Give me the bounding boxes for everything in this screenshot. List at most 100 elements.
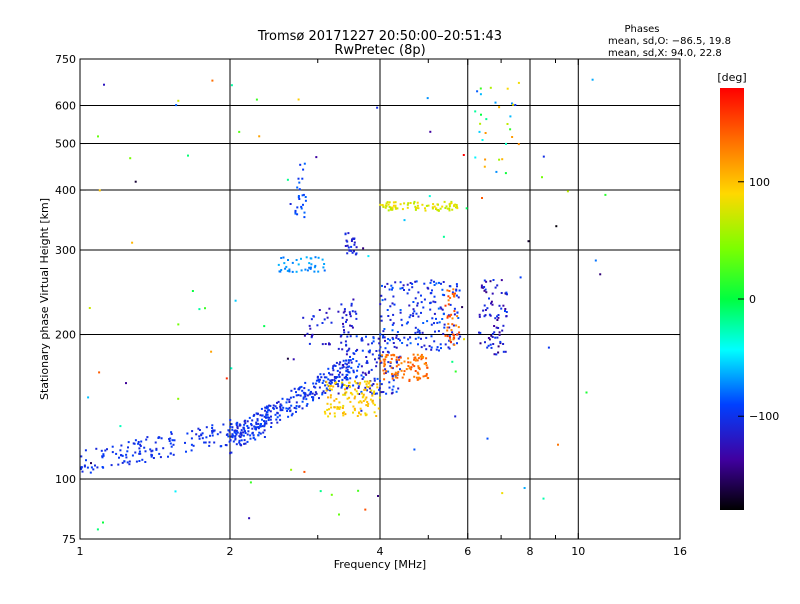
data-point xyxy=(377,337,380,340)
data-point xyxy=(295,405,298,407)
data-point xyxy=(340,334,343,337)
data-point xyxy=(274,413,277,416)
data-point xyxy=(345,378,348,381)
data-point xyxy=(384,372,387,374)
data-point xyxy=(330,493,333,496)
data-point xyxy=(476,90,479,93)
data-point xyxy=(365,383,368,386)
data-point xyxy=(433,312,436,315)
data-point xyxy=(459,335,462,338)
data-point xyxy=(449,336,451,339)
data-point xyxy=(483,279,486,282)
data-point xyxy=(438,349,440,352)
data-point xyxy=(267,419,270,421)
data-point xyxy=(446,329,449,332)
data-point xyxy=(395,390,398,393)
data-point xyxy=(383,378,386,381)
data-point xyxy=(293,406,296,409)
data-point xyxy=(342,364,345,366)
data-point xyxy=(274,405,277,408)
data-point xyxy=(229,419,232,421)
data-point xyxy=(450,200,453,203)
data-point xyxy=(104,449,107,452)
data-point xyxy=(333,364,336,367)
data-point xyxy=(392,342,395,344)
data-point xyxy=(484,158,487,161)
data-point xyxy=(314,391,317,394)
x-tick-label: 16 xyxy=(673,545,687,558)
data-point xyxy=(290,414,293,417)
data-point xyxy=(375,415,378,417)
data-point xyxy=(456,205,458,208)
data-point xyxy=(257,434,260,437)
data-point xyxy=(324,343,327,345)
data-point xyxy=(488,338,491,341)
data-point xyxy=(369,398,372,401)
data-point xyxy=(432,203,435,206)
data-point xyxy=(110,464,113,467)
data-point xyxy=(297,388,300,391)
data-point xyxy=(171,439,174,442)
data-point xyxy=(396,207,399,210)
data-point xyxy=(236,421,239,424)
data-point xyxy=(375,365,378,368)
data-point xyxy=(243,430,246,433)
data-point xyxy=(329,403,332,406)
data-point xyxy=(358,383,361,386)
data-point xyxy=(144,461,147,463)
data-point xyxy=(344,391,347,394)
data-point xyxy=(294,209,297,212)
data-point xyxy=(406,203,409,206)
data-point xyxy=(353,407,356,410)
data-point xyxy=(448,285,451,288)
data-point xyxy=(227,429,230,432)
data-point xyxy=(135,460,138,463)
data-point xyxy=(394,201,397,204)
data-point xyxy=(410,366,413,369)
data-point xyxy=(401,208,404,211)
data-point xyxy=(367,350,370,353)
data-point xyxy=(499,342,502,345)
data-point xyxy=(361,339,364,342)
data-point xyxy=(392,338,395,341)
data-point xyxy=(489,314,492,317)
data-point xyxy=(146,436,149,439)
data-point xyxy=(341,366,344,369)
data-point xyxy=(143,446,146,449)
data-point xyxy=(456,342,458,345)
data-point xyxy=(387,361,390,364)
data-point xyxy=(285,407,288,410)
data-point xyxy=(494,101,497,104)
data-point xyxy=(425,364,428,367)
data-point xyxy=(203,441,206,444)
data-point xyxy=(149,448,152,451)
data-point xyxy=(242,426,245,429)
data-point xyxy=(350,245,353,248)
data-point xyxy=(488,297,490,300)
data-point xyxy=(144,450,147,453)
data-point xyxy=(229,439,232,442)
data-point xyxy=(337,373,340,376)
data-point xyxy=(263,423,266,426)
data-point xyxy=(427,287,430,290)
data-point xyxy=(444,343,447,346)
data-point xyxy=(259,432,262,435)
data-point xyxy=(430,346,433,349)
data-point xyxy=(366,401,369,403)
data-point xyxy=(319,373,322,376)
data-point xyxy=(369,384,372,387)
data-point xyxy=(308,266,311,269)
data-point xyxy=(406,344,409,347)
data-point xyxy=(420,356,423,358)
data-point xyxy=(378,396,381,399)
data-point xyxy=(252,415,255,417)
data-point xyxy=(205,436,208,439)
data-point xyxy=(417,343,419,346)
data-point xyxy=(408,380,411,382)
data-point xyxy=(334,382,337,385)
data-point xyxy=(235,443,238,446)
data-point xyxy=(329,412,331,415)
data-point xyxy=(302,193,305,196)
data-point xyxy=(485,118,488,121)
